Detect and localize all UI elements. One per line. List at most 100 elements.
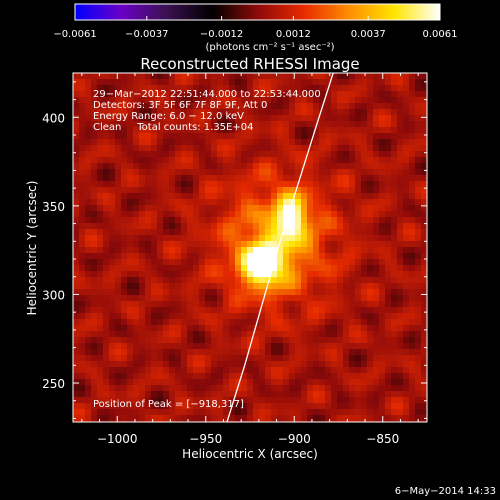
heatmap-cell xyxy=(361,229,368,236)
heatmap-cell xyxy=(223,121,230,128)
heatmap-cell xyxy=(241,337,248,344)
heatmap-cell xyxy=(319,145,326,152)
heatmap-cell xyxy=(217,139,224,146)
heatmap-cell xyxy=(193,199,200,206)
heatmap-cell xyxy=(289,211,296,218)
heatmap-cell xyxy=(217,301,224,308)
heatmap-cell xyxy=(97,169,104,176)
heatmap-cell xyxy=(337,289,344,296)
heatmap-cell xyxy=(397,97,404,104)
heatmap-cell xyxy=(379,199,386,206)
heatmap-cell xyxy=(421,199,427,206)
heatmap-cell xyxy=(139,397,146,404)
heatmap-cell xyxy=(259,277,266,284)
heatmap-cell xyxy=(385,343,392,350)
heatmap-cell xyxy=(277,211,284,218)
heatmap-cell xyxy=(73,115,80,122)
heatmap-cell xyxy=(313,379,320,386)
heatmap-cell xyxy=(295,331,302,338)
heatmap-cell xyxy=(337,139,344,146)
heatmap-cell xyxy=(391,361,398,368)
heatmap-cell xyxy=(361,85,368,92)
heatmap-cell xyxy=(169,343,176,350)
heatmap-cell xyxy=(343,307,350,314)
heatmap-cell xyxy=(391,235,398,242)
heatmap-cell xyxy=(115,157,122,164)
heatmap-cell xyxy=(199,175,206,182)
heatmap-cell xyxy=(283,79,290,86)
heatmap-cell xyxy=(73,181,80,188)
heatmap-cell xyxy=(301,73,308,80)
heatmap-cell xyxy=(247,415,254,422)
heatmap-cell xyxy=(187,193,194,200)
heatmap-cell xyxy=(199,367,206,374)
heatmap-cell xyxy=(85,157,92,164)
heatmap-cell xyxy=(97,97,104,104)
heatmap-cell xyxy=(265,229,272,236)
heatmap-cell xyxy=(211,73,218,80)
heatmap-cell xyxy=(73,325,80,332)
heatmap-cell xyxy=(319,301,326,308)
heatmap-cell xyxy=(181,241,188,248)
heatmap-cell xyxy=(379,343,386,350)
heatmap-cell xyxy=(403,217,410,224)
heatmap-cell xyxy=(307,199,314,206)
heatmap-cell xyxy=(397,175,404,182)
heatmap-cell xyxy=(139,289,146,296)
heatmap-cell xyxy=(355,109,362,116)
heatmap-cell xyxy=(337,163,344,170)
heatmap-cell xyxy=(259,367,266,374)
heatmap-cell xyxy=(313,349,320,356)
heatmap-cell xyxy=(187,397,194,404)
heatmap-cell xyxy=(361,361,368,368)
heatmap-cell xyxy=(343,343,350,350)
heatmap-cell xyxy=(349,139,356,146)
heatmap-cell xyxy=(205,127,212,134)
heatmap-cell xyxy=(85,109,92,116)
heatmap-cell xyxy=(145,343,152,350)
heatmap-cell xyxy=(367,337,374,344)
heatmap-cell xyxy=(235,109,242,116)
heatmap-cell xyxy=(277,391,284,398)
heatmap-cell xyxy=(187,361,194,368)
heatmap-cell xyxy=(253,259,260,266)
heatmap-cell xyxy=(163,163,170,170)
heatmap-cell xyxy=(169,91,176,98)
heatmap-cell xyxy=(235,319,242,326)
heatmap-cell xyxy=(373,241,380,248)
heatmap-cell xyxy=(337,85,344,92)
heatmap-cell xyxy=(313,229,320,236)
heatmap-cell xyxy=(115,259,122,266)
heatmap-cell xyxy=(325,289,332,296)
heatmap-cell xyxy=(115,103,122,110)
heatmap-cell xyxy=(379,241,386,248)
heatmap-cell xyxy=(97,139,104,146)
heatmap-cell xyxy=(205,157,212,164)
heatmap-cell xyxy=(223,205,230,212)
heatmap-cell xyxy=(235,355,242,362)
heatmap-cell xyxy=(307,415,314,422)
heatmap-cell xyxy=(133,415,140,422)
heatmap-cell xyxy=(151,139,158,146)
heatmap-cell xyxy=(169,301,176,308)
heatmap-cell xyxy=(187,91,194,98)
heatmap-cell xyxy=(367,175,374,182)
heatmap-cell xyxy=(415,157,422,164)
heatmap-cell xyxy=(145,379,152,386)
heatmap-cell xyxy=(379,181,386,188)
heatmap-cell xyxy=(391,331,398,338)
heatmap-cell xyxy=(241,127,248,134)
heatmap-cell xyxy=(307,211,314,218)
heatmap-cell xyxy=(175,91,182,98)
heatmap-cell xyxy=(145,109,152,116)
heatmap-cell xyxy=(91,235,98,242)
heatmap-cell xyxy=(91,133,98,140)
heatmap-cell xyxy=(301,385,308,392)
colorbar-tick-label: −0.0061 xyxy=(53,29,96,40)
heatmap-cell xyxy=(295,97,302,104)
heatmap-cell xyxy=(103,115,110,122)
heatmap-cell xyxy=(325,121,332,128)
heatmap-cell xyxy=(373,361,380,368)
heatmap-cell xyxy=(115,223,122,230)
heatmap-cell xyxy=(331,265,338,272)
